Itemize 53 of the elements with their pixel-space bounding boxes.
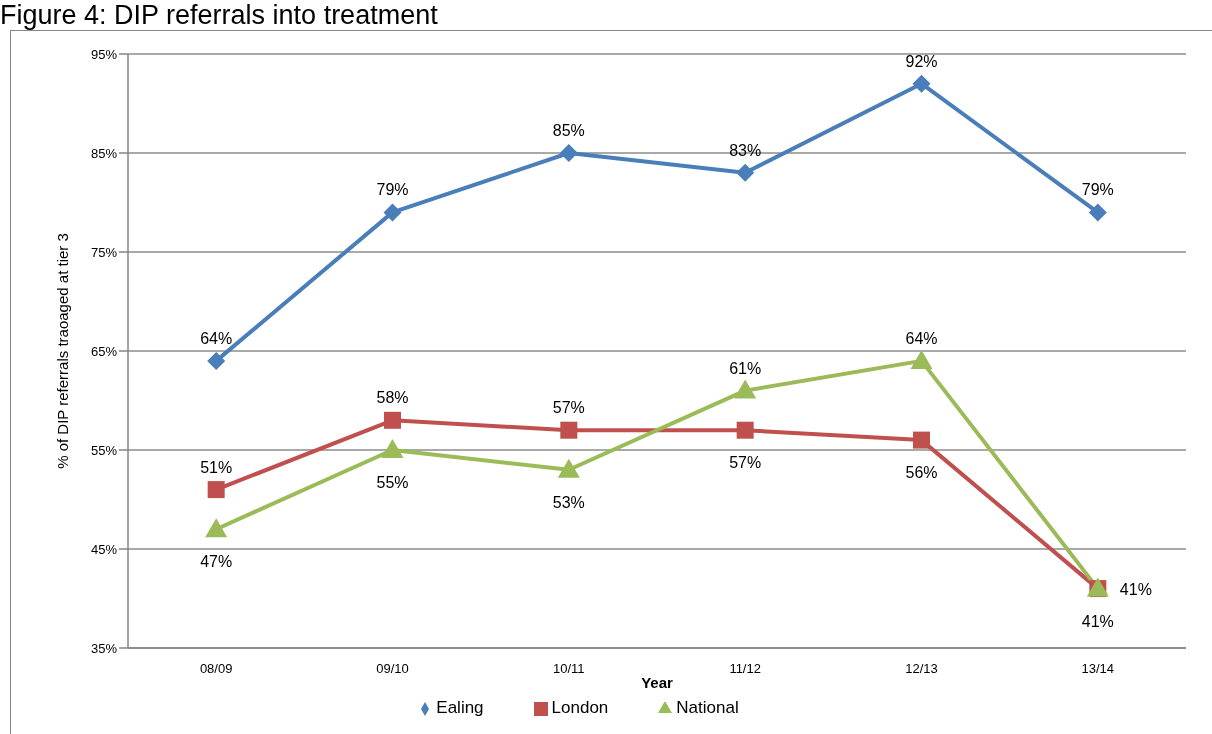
data-label: 92% (905, 52, 938, 70)
point (910, 349, 933, 369)
point (1088, 203, 1107, 222)
data-label: 61% (729, 359, 762, 377)
point (736, 421, 754, 439)
point (381, 439, 404, 458)
data-label: 47% (200, 553, 233, 571)
y-tick-label: 85% (90, 145, 118, 161)
point (205, 518, 228, 538)
point (913, 431, 930, 449)
x-tick-label: 11/12 (729, 661, 761, 677)
data-label: 79% (376, 181, 409, 199)
x-tick-label: 09/10 (376, 661, 409, 677)
point (912, 74, 931, 93)
data-label: 85% (552, 122, 585, 139)
point (384, 411, 401, 429)
point (383, 203, 402, 222)
data-label: 57% (729, 454, 762, 472)
y-tick-label: 35% (90, 640, 118, 656)
data-label: 57% (552, 399, 585, 417)
point (559, 144, 578, 162)
data-label: 58% (376, 389, 409, 407)
legend-label: Ealing (436, 698, 484, 717)
y-tick-label: 95% (90, 46, 118, 62)
x-tick-label: 10/11 (553, 661, 585, 677)
y-tick-label: 75% (90, 244, 118, 260)
point (557, 458, 580, 478)
y-tick-label: 45% (90, 541, 118, 557)
y-tick-label: 65% (90, 343, 118, 359)
data-label: 55% (376, 474, 409, 491)
data-label: 41% (1081, 612, 1114, 630)
legend-label: National (676, 698, 739, 717)
point (207, 481, 225, 499)
x-tick-label: 13/14 (1081, 661, 1115, 677)
point (207, 351, 226, 370)
x-tick-label: 08/09 (199, 661, 233, 677)
y-axis-title: % of DIP referrals traoaged at tier 3 (53, 233, 71, 469)
y-tick-label: 55% (90, 442, 118, 458)
point (734, 379, 757, 399)
x-tick-label: 12/13 (905, 661, 938, 677)
point (736, 163, 755, 182)
data-label: 64% (905, 329, 938, 347)
data-label: 64% (200, 329, 233, 347)
x-axis-title: Year (641, 674, 674, 691)
chart-title: Figure 4: DIP referrals into treatment (0, 0, 438, 30)
data-label: 56% (905, 464, 938, 482)
point (560, 421, 578, 439)
legend-label: London (551, 698, 609, 717)
data-label: 79% (1081, 181, 1114, 199)
data-label: 41% (1119, 580, 1152, 598)
data-label: 53% (552, 493, 585, 511)
data-label: 51% (200, 458, 233, 476)
data-label: 83% (729, 141, 762, 159)
